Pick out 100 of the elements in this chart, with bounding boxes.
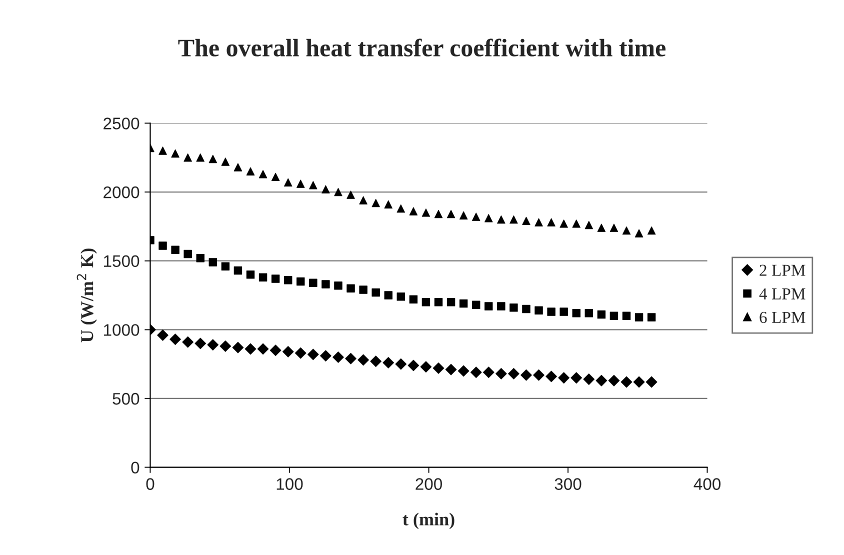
- point: [332, 352, 344, 363]
- point: [547, 218, 556, 226]
- point: [472, 300, 480, 310]
- point: [182, 336, 194, 348]
- point: [382, 357, 394, 368]
- y-axis-title: U (W/m$^{2}$ K): [76, 248, 97, 342]
- point: [409, 207, 418, 216]
- point: [497, 215, 506, 224]
- point: [294, 347, 306, 359]
- point: [597, 310, 606, 319]
- chart-title: The overall heat transfer coefficient with time: [178, 38, 666, 56]
- point: [508, 368, 520, 380]
- point: [459, 211, 468, 220]
- point: [510, 215, 518, 224]
- point: [196, 154, 204, 162]
- point: [547, 308, 556, 316]
- point: [170, 334, 181, 345]
- point: [232, 342, 244, 354]
- x-tick-label: 300: [554, 478, 582, 490]
- point: [458, 365, 470, 377]
- point: [221, 158, 230, 166]
- point: [520, 369, 532, 381]
- point: [434, 298, 443, 306]
- point: [320, 350, 332, 362]
- point: [158, 146, 167, 155]
- point: [570, 372, 582, 384]
- x-tick-label: 200: [416, 478, 442, 490]
- point: [359, 286, 368, 294]
- point: [234, 266, 242, 275]
- point: [634, 313, 644, 322]
- point: [522, 216, 530, 226]
- point: [307, 348, 319, 360]
- point: [395, 358, 407, 370]
- point: [484, 302, 493, 310]
- legend-label: 4 LPM: [759, 288, 806, 300]
- point: [184, 154, 192, 162]
- point: [495, 368, 507, 380]
- point: [533, 369, 544, 381]
- point: [622, 312, 631, 320]
- point: [522, 304, 530, 314]
- y-tick-label: 500: [112, 392, 140, 405]
- point: [207, 339, 219, 350]
- point: [284, 178, 292, 187]
- point: [646, 376, 658, 388]
- point: [296, 180, 305, 188]
- point: [346, 190, 355, 199]
- point: [584, 309, 594, 318]
- point: [633, 376, 645, 388]
- point: [534, 218, 543, 226]
- point: [246, 167, 255, 176]
- x-tick-label: 100: [276, 478, 303, 490]
- point: [446, 210, 456, 218]
- point: [409, 295, 418, 304]
- point: [296, 277, 305, 286]
- point: [422, 208, 430, 217]
- point: [497, 302, 506, 310]
- point: [434, 210, 443, 218]
- point: [634, 229, 644, 238]
- point: [171, 246, 180, 254]
- point: [370, 356, 382, 368]
- point: [583, 374, 595, 385]
- point: [196, 254, 204, 262]
- point: [622, 226, 631, 235]
- point: [322, 280, 330, 288]
- y-tick-label: 1500: [104, 255, 140, 268]
- point: [208, 258, 218, 266]
- point: [608, 374, 620, 386]
- point: [596, 374, 608, 386]
- point: [194, 338, 206, 350]
- y-tick-label: 1000: [104, 324, 140, 336]
- point: [334, 188, 342, 196]
- point: [271, 172, 280, 181]
- point: [647, 313, 656, 322]
- point: [647, 226, 656, 235]
- point: [358, 354, 369, 366]
- point: [396, 204, 406, 213]
- point: [510, 304, 518, 312]
- point: [384, 200, 392, 209]
- point: [396, 292, 406, 301]
- x-tick-label: 0: [146, 478, 154, 490]
- point: [610, 224, 618, 232]
- point: [372, 198, 380, 208]
- point: [445, 364, 457, 376]
- point: [534, 306, 543, 315]
- point: [620, 376, 632, 388]
- x-axis-title: t (min): [402, 512, 454, 530]
- point: [345, 352, 356, 364]
- point: [258, 170, 268, 178]
- point: [258, 273, 268, 282]
- point: [560, 308, 568, 316]
- point: [597, 224, 606, 232]
- point: [334, 282, 342, 290]
- legend-label: 6 LPM: [760, 312, 806, 324]
- point: [560, 220, 568, 228]
- point: [271, 274, 280, 283]
- point: [284, 276, 292, 284]
- point: [482, 366, 494, 378]
- point: [359, 196, 368, 204]
- point: [422, 298, 430, 306]
- point: [244, 343, 256, 355]
